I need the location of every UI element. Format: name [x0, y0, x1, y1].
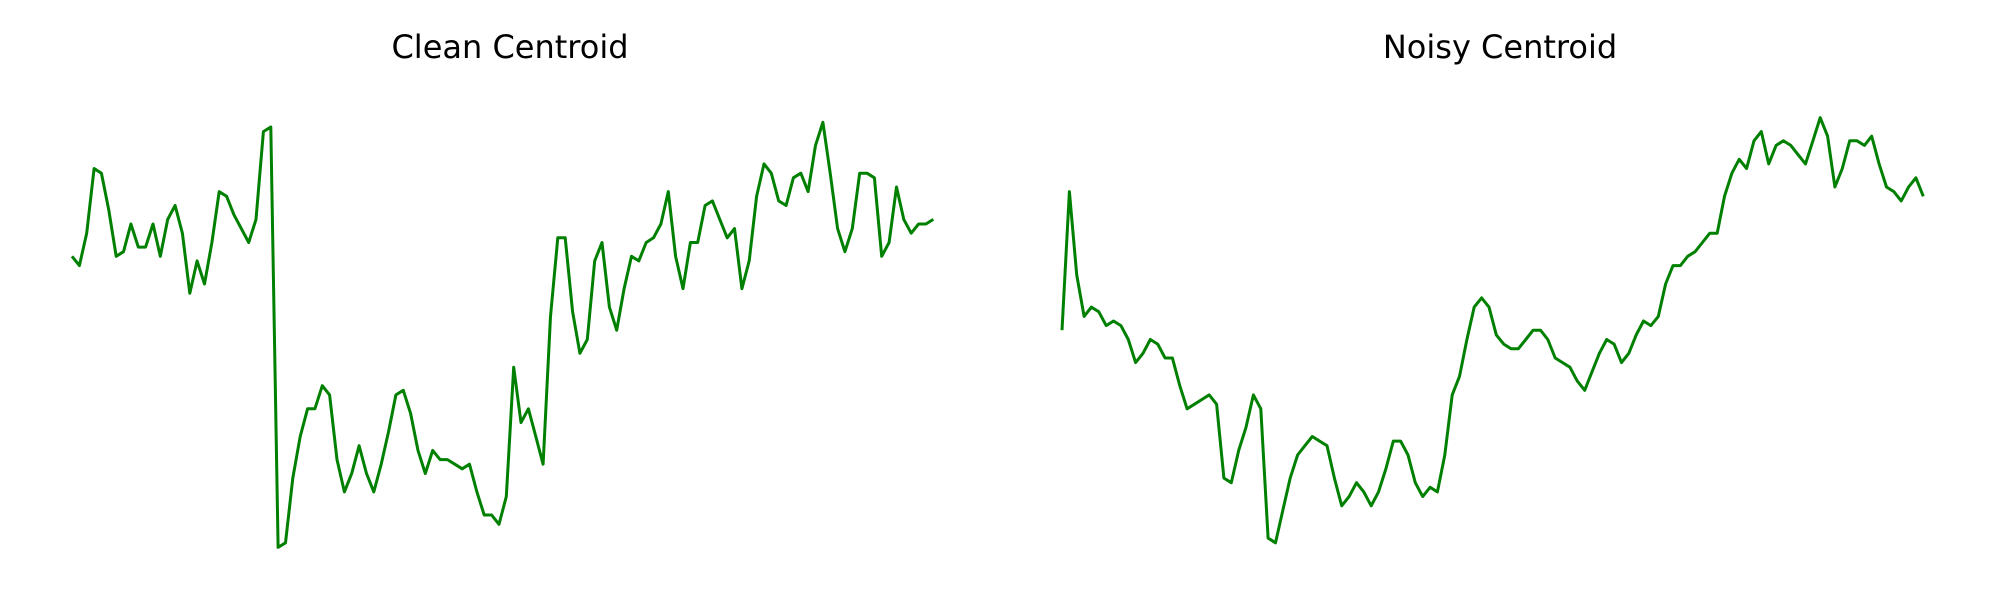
- noisy-centroid-panel: Noisy Centroid: [1060, 28, 1925, 545]
- plot-area: [70, 120, 935, 549]
- plot-area: [1060, 116, 1925, 545]
- chart-title-noisy-centroid: Noisy Centroid: [1383, 28, 1617, 66]
- series-line: [1060, 116, 1925, 545]
- chart-title-clean-centroid: Clean Centroid: [391, 28, 628, 66]
- clean-centroid-panel: Clean Centroid: [70, 28, 935, 549]
- series-line: [70, 120, 935, 549]
